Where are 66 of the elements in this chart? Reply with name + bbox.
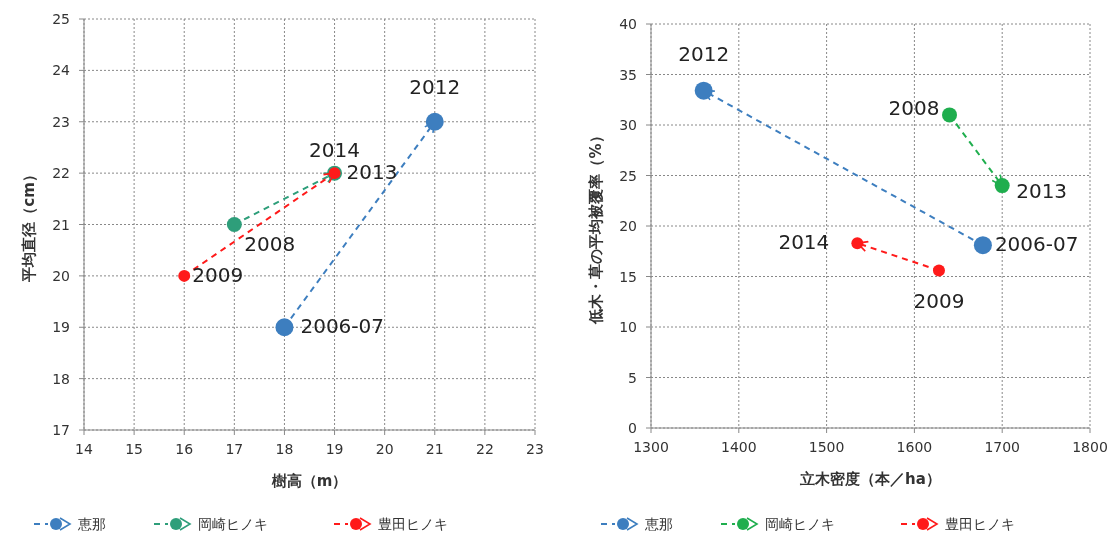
y-tick-label: 22 [52,165,70,182]
annotation: 2014 [778,230,830,255]
y-tick-label: 23 [52,113,70,130]
x-tick-label: 15 [125,441,144,457]
legend-label: 岡崎ヒノキ [765,516,835,532]
annotation: 2009 [913,289,965,314]
x-tick-label: 20 [375,441,394,457]
annotation: 2012 [409,74,461,99]
y-tick-label: 17 [52,422,70,438]
x-tick-label: 1400 [720,439,757,455]
y-tick-label: 24 [52,62,71,79]
point [694,81,713,100]
x-tick-label: 1700 [984,439,1021,455]
y-tick-label: 40 [619,16,637,32]
y-axis-title: 平均直径（cm） [20,167,38,283]
point [425,112,444,131]
y-tick-label: 15 [619,268,637,285]
x-tick-label: 1800 [1072,439,1108,455]
y-tick-label: 30 [619,117,637,133]
annotation: 2012 [678,41,730,66]
point [994,178,1010,194]
y-tick-label: 25 [52,11,70,27]
x-tick-label: 23 [526,441,544,457]
annotation: 2009 [192,262,244,287]
legend-label: 豊田ヒノキ [945,516,1015,532]
point [973,236,992,255]
x-tick-label: 22 [475,441,494,457]
x-tick-label: 16 [175,441,194,457]
y-tick-label: 0 [628,420,637,436]
x-tick-label: 1500 [808,439,845,455]
point [942,107,958,123]
annotation: 2008 [244,231,296,256]
y-tick-label: 10 [619,319,637,335]
x-tick-label: 14 [75,441,93,457]
y-tick-label: 19 [52,319,70,336]
y-tick-label: 35 [619,66,637,83]
y-axis-title: 低木・草の平均被覆率（%） [587,128,605,325]
x-tick-label: 18 [275,441,294,457]
annotation: 2013 [1016,178,1068,203]
legend-label: 恵那 [644,516,673,532]
legend-label: 岡崎ヒノキ [198,516,268,532]
annotation: 2006-07 [994,232,1079,257]
point [932,264,945,277]
annotation: 2006-07 [300,314,385,339]
y-tick-label: 21 [52,216,70,233]
legend-label: 恵那 [77,516,106,532]
legend-label: 豊田ヒノキ [378,516,448,532]
annotation: 2014 [309,138,361,163]
x-tick-label: 17 [225,441,244,457]
y-tick-label: 18 [52,370,70,387]
x-tick-label: 21 [425,441,444,457]
y-tick-label: 20 [619,218,637,234]
x-axis-title: 樹高（m） [270,472,348,490]
x-axis-title: 立木密度（本／ha） [799,470,941,488]
point [226,217,242,232]
point [275,318,294,337]
y-tick-label: 25 [619,167,637,184]
x-tick-label: 1600 [896,439,933,455]
y-tick-label: 20 [52,267,70,284]
annotation: 2013 [346,160,398,185]
x-tick-label: 1300 [633,439,669,455]
annotation: 2008 [888,95,940,120]
x-tick-label: 19 [325,441,344,457]
point [851,237,864,250]
y-tick-label: 5 [628,369,637,386]
point [178,269,191,282]
